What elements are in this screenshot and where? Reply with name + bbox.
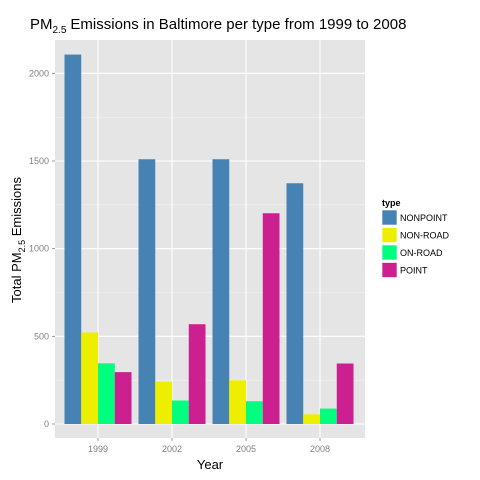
bar-non-road-2002 (155, 382, 172, 424)
y-axis-label-suffix: Emissions (9, 177, 24, 240)
x-tick-label: 2005 (236, 444, 256, 454)
bar-non-road-1999 (81, 332, 98, 424)
legend-key-non-road (382, 228, 397, 243)
bar-nonpoint-1999 (65, 55, 82, 424)
legend-key-on-road (382, 245, 397, 260)
bar-point-2005 (263, 213, 280, 424)
bar-nonpoint-2008 (287, 183, 304, 424)
bar-on-road-1999 (98, 363, 115, 424)
legend-label-nonpoint: NONPOINT (400, 213, 448, 223)
y-axis-label-subscript: 2.5 (17, 240, 27, 253)
chart-title-text: Emissions in Baltimore per type from 199… (70, 16, 406, 33)
bar-on-road-2005 (246, 401, 263, 424)
bar-nonpoint-2005 (213, 159, 230, 424)
y-tick-label: 1000 (29, 244, 49, 254)
chart-title: PM2.5 Emissions in Baltimore per type fro… (30, 16, 406, 36)
bar-nonpoint-2002 (139, 159, 156, 424)
y-tick-label: 2000 (29, 68, 49, 78)
x-tick-label: 1999 (88, 444, 108, 454)
legend-key-nonpoint (382, 210, 397, 225)
y-axis-label-prefix: Total PM (9, 252, 24, 303)
x-axis-label: Year (197, 457, 224, 472)
legend-key-point (382, 263, 397, 278)
bar-point-2008 (337, 364, 354, 424)
y-tick-label: 500 (34, 331, 49, 341)
x-tick-label: 2002 (162, 444, 182, 454)
bar-non-road-2008 (303, 414, 320, 424)
bar-on-road-2002 (172, 401, 189, 424)
legend-title: type (382, 198, 401, 208)
legend: type NONPOINT NON-ROAD ON-ROAD POINT (382, 198, 449, 278)
y-axis-label: Total PM2.5 Emissions (9, 177, 27, 303)
bar-on-road-2008 (320, 409, 337, 424)
legend-label-on-road: ON-ROAD (400, 248, 443, 258)
bar-point-1999 (115, 372, 132, 424)
bar-point-2002 (189, 324, 206, 424)
x-tick-label: 2008 (310, 444, 330, 454)
bar-non-road-2005 (229, 380, 246, 424)
legend-label-point: POINT (400, 266, 428, 276)
legend-label-non-road: NON-ROAD (400, 231, 449, 241)
chart-title-subscript: 2.5 (53, 25, 67, 36)
y-tick-label: 1500 (29, 156, 49, 166)
chart-title-prefix: PM (30, 16, 53, 33)
y-tick-label: 0 (44, 419, 49, 429)
